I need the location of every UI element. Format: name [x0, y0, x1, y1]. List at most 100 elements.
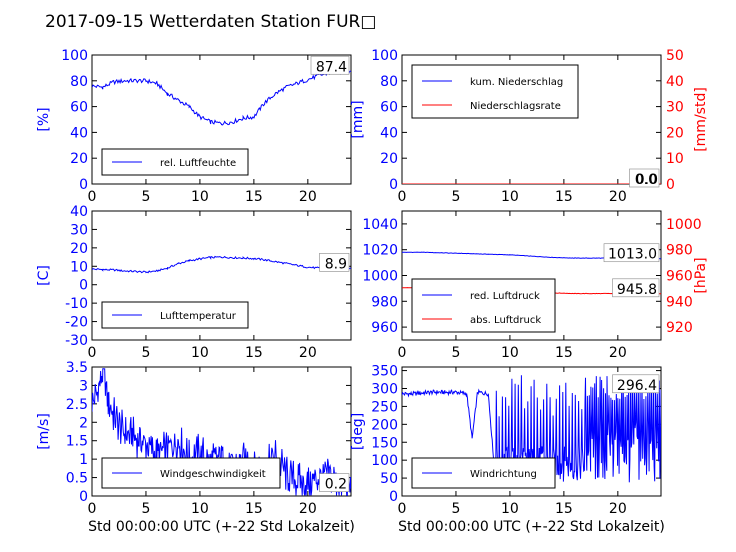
y-tick-label: 3.5: [66, 360, 88, 376]
legend-label: abs. Luftdruck: [470, 315, 541, 326]
x-tick-label: 20: [299, 189, 317, 205]
legend-label: red. Luftdruck: [470, 291, 540, 302]
y-tick-label: 80: [70, 74, 88, 90]
x-tick-label: 10: [501, 501, 519, 517]
y-tick-label: 10: [70, 259, 88, 275]
value-label-box: [319, 473, 350, 492]
y-tick-label: 150: [371, 435, 398, 451]
y-tick-label: 1.5: [66, 434, 88, 450]
x-tick-label: 15: [555, 189, 573, 205]
y-right-tick-label: 30: [666, 100, 684, 116]
legend-label: rel. Luftfeuchte: [160, 158, 236, 169]
y-tick-label: 60: [70, 100, 88, 116]
y-tick-label: 1: [79, 452, 88, 468]
y-tick-label: 50: [380, 471, 398, 487]
legend-label: kum. Niederschlag: [470, 77, 563, 88]
x-tick-label: 0: [88, 189, 97, 205]
series-line-rel-luftfeuchte: [92, 68, 351, 126]
y-tick-label: 0: [79, 177, 88, 193]
value-label-box: [629, 168, 660, 188]
y-axis-label: [mm]: [350, 100, 366, 138]
x-tick-label: 0: [88, 345, 97, 361]
x-tick-label: 15: [555, 345, 573, 361]
y-right-tick-label: 0: [666, 177, 675, 193]
y-tick-label: 980: [371, 294, 398, 310]
y-right-axis-label: [hPa]: [693, 257, 709, 293]
y-tick-label: 100: [371, 48, 398, 64]
legend-label: Lufttemperatur: [160, 311, 237, 322]
y-tick-label: 2: [79, 415, 88, 431]
x-tick-label: 5: [451, 189, 460, 205]
x-tick-label: 15: [245, 501, 263, 517]
y-right-tick-label: 1000: [666, 217, 702, 233]
y-tick-label: 100: [371, 453, 398, 469]
legend-label: Niederschlagsrate: [470, 101, 561, 112]
chart-temperature: 0 5 10 15 20 -30 -20 -10 0 10 20 30 40 [C] Lufttempera…: [36, 204, 352, 361]
x-tick-label: 5: [141, 501, 150, 517]
y-tick-label: 200: [371, 417, 398, 433]
y-tick-label: 3: [79, 378, 88, 394]
y-tick-label: 40: [70, 125, 88, 141]
y-tick-label: 0: [79, 489, 88, 505]
legend-box: [411, 64, 579, 119]
value-label-right: 0.0: [636, 172, 658, 188]
y-tick-label: 20: [380, 151, 398, 167]
y-axis-label: [deg]: [350, 413, 366, 450]
x-tick-label: 15: [245, 345, 263, 361]
y-right-tick-label: 20: [666, 125, 684, 141]
legend-label: Windrichtung: [470, 469, 537, 480]
value-label-box: [603, 243, 660, 263]
y-axis-label: [C]: [36, 265, 52, 286]
y-tick-label: -10: [65, 296, 88, 312]
y-tick-label: 20: [70, 151, 88, 167]
y-tick-label: 2.5: [66, 397, 88, 413]
legend-box: [411, 457, 556, 489]
legend-label: Windgeschwindigkeit: [160, 469, 266, 480]
value-label: 0.0: [635, 172, 657, 188]
chart-pressure: 0 5 10 15 20 960 980 1000 1020 1040 920 940 960 980 10…: [362, 210, 709, 361]
x-tick-label: 5: [451, 345, 460, 361]
x-tick-label: 10: [191, 189, 209, 205]
y-tick-label: 40: [380, 125, 398, 141]
x-axis-label: Std 00:00:00 UTC (+-22 Std Lokalzeit): [88, 519, 355, 535]
x-tick-label: 10: [501, 189, 519, 205]
x-tick-label: 5: [141, 189, 150, 205]
x-tick-label: 0: [398, 189, 407, 205]
y-tick-label: 0: [389, 177, 398, 193]
x-tick-label: 20: [299, 345, 317, 361]
y-tick-label: 250: [371, 399, 398, 415]
y-right-tick-label: 960: [666, 269, 693, 285]
x-axis-label: Std 00:00:00 UTC (+-22 Std Lokalzeit): [398, 519, 665, 535]
y-tick-label: -30: [65, 333, 88, 349]
x-tick-label: 5: [451, 501, 460, 517]
y-right-tick-label: 10: [666, 151, 684, 167]
x-tick-label: 10: [191, 345, 209, 361]
y-right-tick-label: 50: [666, 48, 684, 64]
legend-box: [101, 148, 249, 176]
value-label: 87.4: [316, 59, 347, 75]
value-label-box: [612, 374, 660, 394]
value-label: 8.9: [325, 256, 347, 272]
y-tick-label: 960: [371, 320, 398, 336]
y-right-tick-label: 920: [666, 320, 693, 336]
x-tick-label: 15: [245, 189, 263, 205]
x-tick-label: 10: [501, 345, 519, 361]
value-label: 0.2: [325, 477, 347, 493]
y-right-tick-label: 940: [666, 294, 693, 310]
x-tick-label: 5: [141, 345, 150, 361]
value-label: 1013.0: [608, 247, 657, 263]
x-tick-label: 20: [609, 189, 627, 205]
value-label-right: 945.8: [617, 282, 657, 298]
value-label-box: [310, 55, 350, 75]
value-label: 296.4: [617, 378, 657, 394]
y-right-tick-label: 980: [666, 243, 693, 259]
y-axis-label: [%]: [36, 107, 52, 131]
x-tick-label: 0: [88, 501, 97, 517]
y-tick-label: 1000: [362, 269, 398, 285]
y-tick-label: 350: [371, 364, 398, 380]
value-label-box: [612, 278, 660, 298]
